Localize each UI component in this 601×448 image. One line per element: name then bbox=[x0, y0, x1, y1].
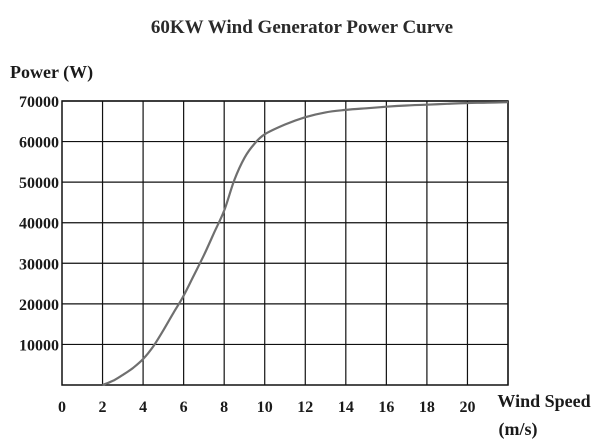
x-tick-label: 8 bbox=[220, 399, 228, 416]
y-tick-label: 10000 bbox=[19, 337, 59, 354]
x-axis-unit: (m/s) bbox=[499, 419, 538, 440]
x-axis-label: Wind Speed bbox=[497, 391, 590, 411]
tick-labels: 0 2 4 6 8 10 12 14 16 18 20 10000 20000 30000 40000 500… bbox=[19, 94, 475, 416]
y-tick-label: 40000 bbox=[19, 216, 59, 233]
y-axis-label: Power (W) bbox=[10, 62, 93, 83]
x-tick-label: 16 bbox=[378, 399, 394, 416]
y-tick-label: 60000 bbox=[19, 135, 59, 152]
x-tick-label: 2 bbox=[99, 399, 107, 416]
y-tick-label: 30000 bbox=[19, 256, 59, 273]
y-tick-label: 70000 bbox=[19, 94, 59, 111]
x-tick-label: 14 bbox=[338, 399, 354, 416]
x-tick-label: 20 bbox=[459, 399, 475, 416]
x-tick-label: 4 bbox=[139, 399, 147, 416]
plot-frame bbox=[61, 100, 509, 386]
x-tick-label: 18 bbox=[419, 399, 435, 416]
chart-title: 60KW Wind Generator Power Curve bbox=[151, 17, 453, 38]
x-tick-label: 0 bbox=[58, 399, 66, 416]
y-tick-label: 20000 bbox=[19, 297, 59, 314]
power-curve-line bbox=[102, 101, 509, 387]
x-tick-label: 6 bbox=[180, 399, 188, 416]
y-tick-label: 50000 bbox=[19, 175, 59, 192]
grid-lines bbox=[62, 100, 509, 385]
x-tick-label: 12 bbox=[297, 399, 313, 416]
x-tick-label: 10 bbox=[257, 399, 273, 416]
